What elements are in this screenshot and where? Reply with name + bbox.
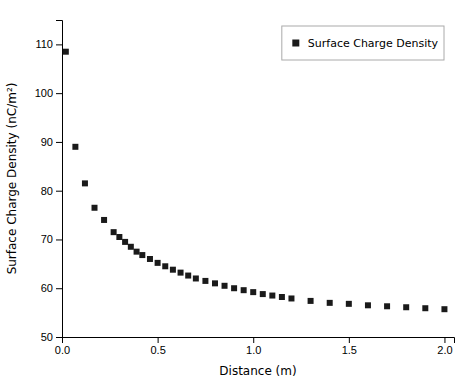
- tick-label: 1.0: [246, 344, 261, 356]
- point: [212, 280, 218, 286]
- tick: 50: [41, 331, 62, 343]
- point: [403, 304, 409, 310]
- tick-label: 1.5: [342, 344, 357, 356]
- tick: 100: [35, 87, 62, 99]
- point: [222, 283, 228, 289]
- point: [308, 298, 314, 304]
- point: [260, 291, 266, 297]
- point: [241, 287, 247, 293]
- tick: 2.0: [437, 337, 452, 356]
- tick-mark: [56, 93, 62, 94]
- point: [82, 180, 88, 186]
- axis-domain: [63, 338, 455, 344]
- series: [63, 49, 448, 313]
- point: [63, 49, 69, 55]
- point: [128, 244, 134, 250]
- x-axis-label: Distance (m): [219, 364, 296, 378]
- y-axis-label: Surface Charge Density (nC/m²): [5, 83, 19, 275]
- point: [269, 293, 275, 299]
- point: [111, 229, 117, 235]
- legend-swatch: [292, 40, 299, 47]
- legend-item: Surface Charge Density: [292, 37, 438, 50]
- legend-frame: [282, 26, 444, 60]
- axis-domain: [56, 21, 63, 338]
- tick-label: 2.0: [437, 344, 452, 356]
- point: [231, 285, 237, 291]
- point: [139, 252, 145, 258]
- tick: 1.0: [246, 337, 261, 356]
- plot: 0.0 0.5 1.0 1.5 2.0 50 60 70 80 90 100 110: [35, 21, 455, 356]
- tick: 0.0: [55, 337, 70, 356]
- point: [202, 278, 208, 284]
- point: [250, 289, 256, 295]
- point: [288, 295, 294, 301]
- tick-label: 0.5: [150, 344, 165, 356]
- tick-label: 60: [41, 282, 53, 294]
- tick: 90: [41, 136, 62, 148]
- tick: 60: [41, 282, 62, 294]
- tick-mark: [56, 288, 62, 289]
- tick-label: 100: [35, 87, 53, 99]
- x-axis: 0.0 0.5 1.0 1.5 2.0: [55, 337, 455, 356]
- tick-label: 50: [41, 331, 53, 343]
- point: [279, 294, 285, 300]
- tick-label: 80: [41, 185, 53, 197]
- point: [134, 249, 140, 255]
- tick-label: 70: [41, 233, 53, 245]
- tick: 0.5: [150, 337, 165, 356]
- point: [147, 256, 153, 262]
- tick-label: 0.0: [55, 344, 70, 356]
- point: [422, 305, 428, 311]
- point: [122, 239, 128, 245]
- tick-mark: [56, 44, 62, 45]
- tick-label: 90: [41, 136, 53, 148]
- point: [346, 301, 352, 307]
- tick-mark: [349, 337, 350, 343]
- legend-label: Surface Charge Density: [308, 37, 439, 50]
- tick-mark: [444, 337, 445, 343]
- tick: 70: [41, 233, 62, 245]
- marks: [63, 49, 448, 313]
- tick-mark: [56, 239, 62, 240]
- tick-mark: [56, 337, 62, 338]
- point: [116, 234, 122, 240]
- point: [170, 267, 176, 273]
- tick-mark: [158, 337, 159, 343]
- tick-mark: [253, 337, 254, 343]
- tick: 1.5: [342, 337, 357, 356]
- point: [72, 144, 78, 150]
- point: [185, 273, 191, 279]
- point: [441, 306, 447, 312]
- y-axis: 50 60 70 80 90 100 110: [35, 21, 63, 344]
- tick-mark: [56, 142, 62, 143]
- point: [384, 303, 390, 309]
- point: [365, 302, 371, 308]
- point: [101, 217, 107, 223]
- tick: 80: [41, 185, 62, 197]
- legend: Surface Charge Density: [282, 26, 444, 60]
- point: [327, 300, 333, 306]
- point: [162, 263, 168, 269]
- tick: 110: [35, 38, 62, 50]
- chart: 0.0 0.5 1.0 1.5 2.0 50 60 70 80 90 100 110 Distance …: [0, 0, 474, 385]
- point: [155, 260, 161, 266]
- point: [193, 275, 199, 281]
- point: [92, 205, 98, 211]
- tick-label: 110: [35, 38, 53, 50]
- point: [178, 270, 184, 276]
- tick-mark: [56, 191, 62, 192]
